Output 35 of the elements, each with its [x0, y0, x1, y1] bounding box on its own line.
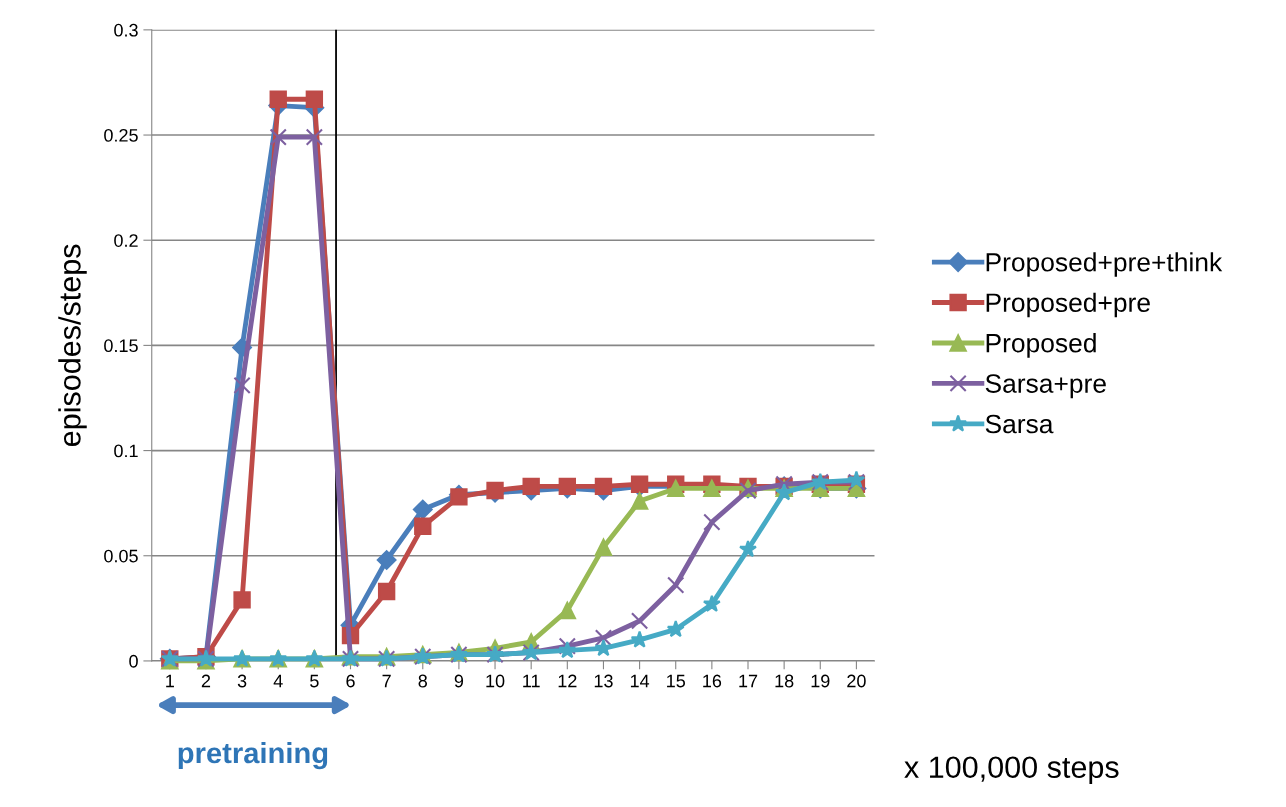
- x-tick-label: 2: [201, 674, 211, 688]
- x-tick-label: 14: [630, 674, 650, 688]
- x-tick-label: 6: [346, 674, 355, 688]
- legend-label: Proposed+pre+think: [986, 252, 1223, 277]
- x-tick-label: 3: [237, 674, 247, 688]
- x-tick-label: 18: [775, 674, 794, 688]
- y-axis-title: episodes/steps: [58, 244, 87, 447]
- x-tick-label: 12: [558, 674, 577, 688]
- y-tick-label: 0.15: [104, 339, 138, 353]
- x-tick-label: 17: [739, 674, 758, 688]
- y-tick-label: 0.25: [104, 128, 138, 142]
- x-tick-label: 8: [418, 674, 428, 688]
- legend-label: Sarsa: [985, 414, 1054, 434]
- text: pretraining: [178, 741, 328, 770]
- y-tick-label: 0.2: [114, 234, 138, 247]
- y-tick-label: 0.3: [114, 23, 138, 37]
- x-tick-label: 1: [166, 674, 174, 688]
- y-tick-label: 0: [129, 654, 138, 668]
- y-tick-label: 0.05: [104, 549, 138, 563]
- x-tick-label: 13: [594, 674, 613, 688]
- legend-label: Proposed: [986, 333, 1096, 358]
- x-tick-label: 16: [703, 674, 722, 688]
- x-tick-label: 19: [811, 674, 830, 688]
- x-tick-label: 5: [310, 674, 319, 688]
- x-tick-label: 4: [273, 674, 283, 688]
- x-tick-label: 10: [486, 674, 505, 688]
- x-tick-label: 7: [382, 674, 391, 688]
- y-tick-label: 0.1: [114, 444, 138, 458]
- legend-label: Proposed+pre: [986, 292, 1150, 318]
- x-tick-label: 9: [454, 674, 464, 688]
- x-tick-label: 11: [523, 674, 540, 688]
- x-tick-label: 15: [667, 674, 686, 688]
- x-tick-label: 20: [847, 674, 866, 688]
- x-axis-title: x 100,000 steps: [904, 756, 1119, 785]
- legend-label: Sarsa+pre: [985, 374, 1106, 399]
